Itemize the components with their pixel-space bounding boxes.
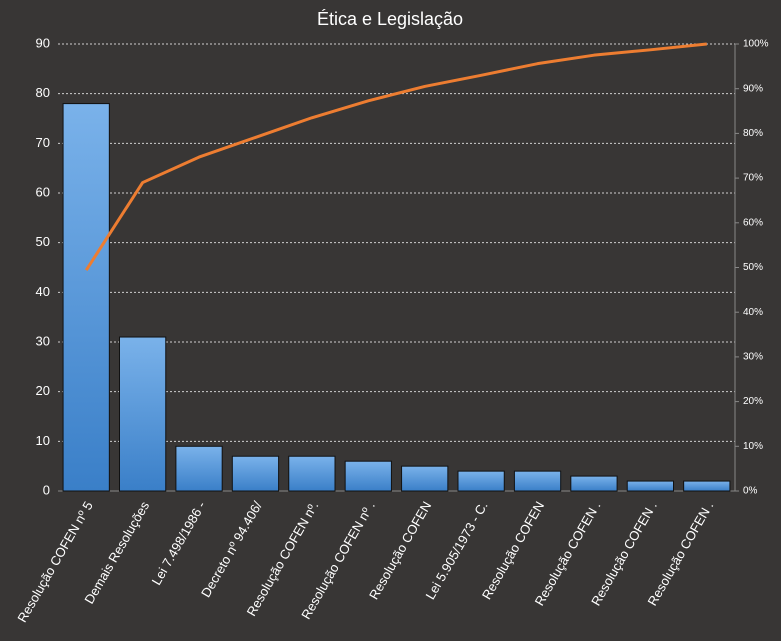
bar	[288, 455, 336, 492]
bar	[231, 455, 280, 492]
y2-tick-label: 50%	[743, 262, 763, 273]
bar	[401, 465, 449, 492]
y2-tick-label: 60%	[743, 217, 763, 228]
y-tick-label: 70	[36, 135, 50, 150]
y2-tick-label: 70%	[743, 173, 763, 184]
y2-tick-label: 0%	[743, 486, 758, 497]
y2-tick-label: 80%	[743, 128, 763, 139]
y2-tick-label: 100%	[743, 39, 769, 50]
chart-title: Ética e Legislação	[317, 9, 463, 29]
bar	[570, 475, 618, 492]
y2-tick-label: 90%	[743, 83, 763, 94]
y-tick-label: 0	[43, 482, 50, 497]
bar	[683, 480, 731, 492]
bar	[626, 480, 675, 492]
bar	[62, 103, 110, 492]
cumulative-line	[84, 42, 707, 271]
bar	[118, 336, 167, 492]
y2-tick-label: 20%	[743, 396, 763, 407]
bar	[457, 470, 505, 492]
y-tick-label: 30	[36, 333, 50, 348]
bar	[513, 470, 562, 492]
bar	[344, 460, 392, 492]
y-tick-label: 90	[36, 35, 50, 50]
y-tick-label: 10	[36, 433, 50, 448]
y2-tick-label: 10%	[743, 441, 763, 452]
y2-tick-label: 40%	[743, 307, 763, 318]
y-tick-label: 80	[36, 85, 50, 100]
bar	[175, 445, 223, 492]
y-tick-label: 50	[36, 234, 50, 249]
y-tick-label: 40	[36, 284, 50, 299]
y-tick-label: 20	[36, 383, 50, 398]
y2-tick-label: 30%	[743, 352, 763, 363]
y-tick-label: 60	[36, 184, 50, 199]
